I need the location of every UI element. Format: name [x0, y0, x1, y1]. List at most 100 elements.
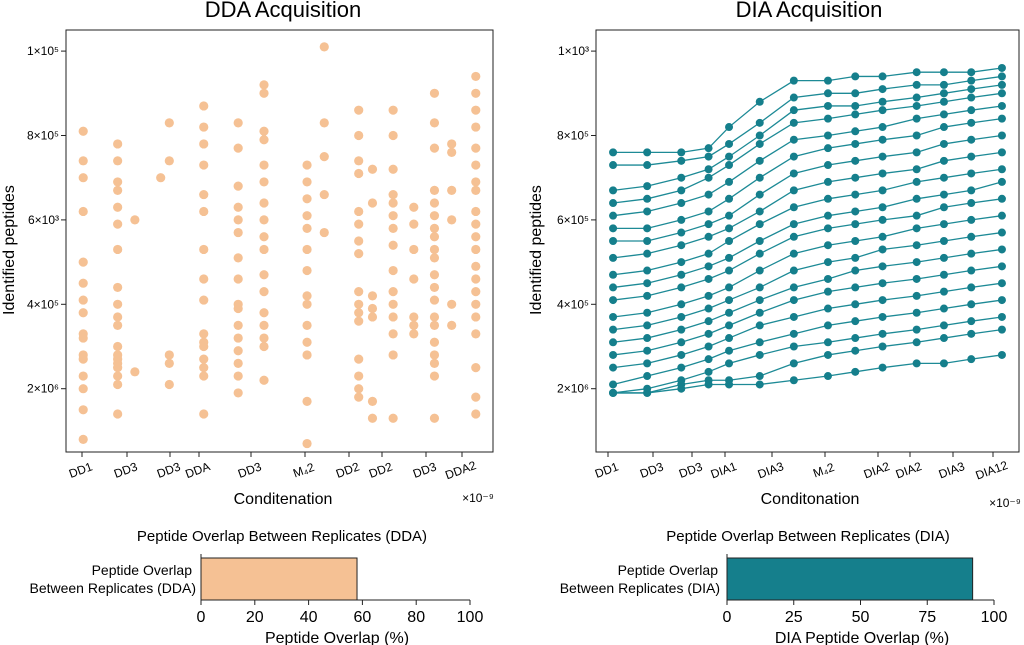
dia-point: [677, 300, 686, 309]
dia-point: [851, 110, 860, 119]
dia-point: [704, 342, 713, 351]
dia-point: [609, 363, 618, 372]
dda-point: [319, 152, 329, 162]
dia-point: [755, 338, 764, 347]
dia-point: [643, 291, 652, 300]
dia-point: [725, 296, 734, 305]
dia-point: [677, 156, 686, 165]
dia-point: [997, 211, 1006, 220]
dda-point: [429, 270, 440, 280]
dia-point: [643, 182, 652, 191]
dia-point: [851, 207, 860, 216]
dda-point: [164, 358, 174, 368]
dia-point: [725, 308, 734, 317]
dda-point: [130, 215, 140, 225]
dia-point: [704, 207, 713, 216]
dia-point: [755, 207, 764, 216]
dda-point: [78, 257, 88, 267]
dia-point: [997, 63, 1006, 72]
dda-point: [409, 312, 419, 322]
dda-point: [199, 139, 209, 149]
dia-line-panel: DIA Acquisition 2×10⁶ 4×10⁵ 6×10⁵ 8×10⁵ 1×10…: [528, 0, 1021, 510]
dia-y-tick-label: 4×10⁵: [557, 297, 589, 311]
dia-overlap-bar-rect: [726, 557, 974, 601]
dia-series-line: [612, 168, 1003, 276]
dda-overlap-category-line1: Peptide Overlap: [92, 562, 193, 578]
dia-point: [677, 186, 686, 195]
dia-series-line: [612, 198, 1003, 301]
dia-point: [997, 325, 1006, 334]
dia-point: [704, 380, 713, 389]
dia-y-tick-label: 6×10⁵: [557, 213, 589, 227]
dda-overlap-x-tick-label: 100: [457, 609, 484, 626]
dia-x-tick-label: DD1: [593, 459, 621, 480]
dda-point: [113, 320, 123, 330]
dda-point: [199, 274, 209, 284]
dia-point: [878, 296, 887, 305]
dia-point: [609, 270, 618, 279]
dia-point: [643, 194, 652, 203]
dia-point: [725, 359, 734, 368]
dda-point: [259, 232, 269, 242]
dia-point: [939, 89, 948, 98]
dia-point: [643, 334, 652, 343]
dia-point: [823, 144, 832, 153]
dia-point: [789, 186, 798, 195]
dia-point: [609, 312, 618, 321]
dda-point: [199, 101, 209, 111]
dda-point: [388, 223, 398, 233]
dia-series-line: [613, 117, 1003, 229]
dia-point: [643, 224, 652, 233]
dda-point: [471, 312, 481, 322]
dda-point: [259, 341, 269, 352]
dia-point: [704, 152, 713, 161]
dda-point: [319, 42, 329, 52]
dda-point: [130, 367, 140, 377]
dia-point: [967, 215, 976, 224]
dia-point: [939, 270, 948, 279]
dda-point: [259, 375, 269, 385]
dia-point: [823, 89, 832, 98]
dda-point: [302, 177, 312, 187]
dia-point: [755, 249, 764, 258]
dda-point: [302, 337, 312, 347]
dia-point: [643, 249, 652, 258]
dia-point: [939, 80, 948, 89]
dia-series-lines: [609, 63, 1006, 397]
dia-point: [878, 232, 887, 241]
dia-point: [789, 232, 798, 241]
dia-point: [912, 241, 921, 250]
dia-point: [997, 350, 1006, 359]
dda-point: [199, 160, 209, 170]
dia-point: [789, 312, 798, 321]
dda-point: [388, 265, 398, 276]
dia-point: [725, 283, 734, 292]
dia-point: [823, 350, 832, 359]
dia-point: [789, 249, 798, 258]
dda-point: [429, 282, 440, 293]
dda-point: [302, 211, 312, 221]
dia-x-tick-label: DIA1: [709, 459, 739, 481]
dia-point: [704, 190, 713, 199]
dia-point: [789, 118, 798, 127]
dia-point: [878, 312, 887, 321]
dia-series-line: [612, 151, 1003, 259]
dia-point: [823, 114, 832, 123]
dia-point: [725, 334, 734, 343]
dia-point: [789, 93, 798, 102]
dda-point: [233, 371, 243, 381]
dda-point: [113, 363, 123, 373]
dda-point: [259, 244, 269, 255]
dia-point: [609, 325, 618, 334]
dia-point: [823, 131, 832, 140]
dia-point: [755, 283, 764, 292]
dia-point: [704, 165, 713, 174]
dda-point: [199, 363, 209, 373]
dia-point: [823, 177, 832, 186]
dda-plot-frame: [65, 29, 494, 453]
dda-y-tick-label: 6×10³: [28, 213, 59, 227]
dda-point: [429, 143, 440, 153]
dda-x-tick-label: DD2: [334, 459, 362, 480]
dia-point: [851, 139, 860, 148]
